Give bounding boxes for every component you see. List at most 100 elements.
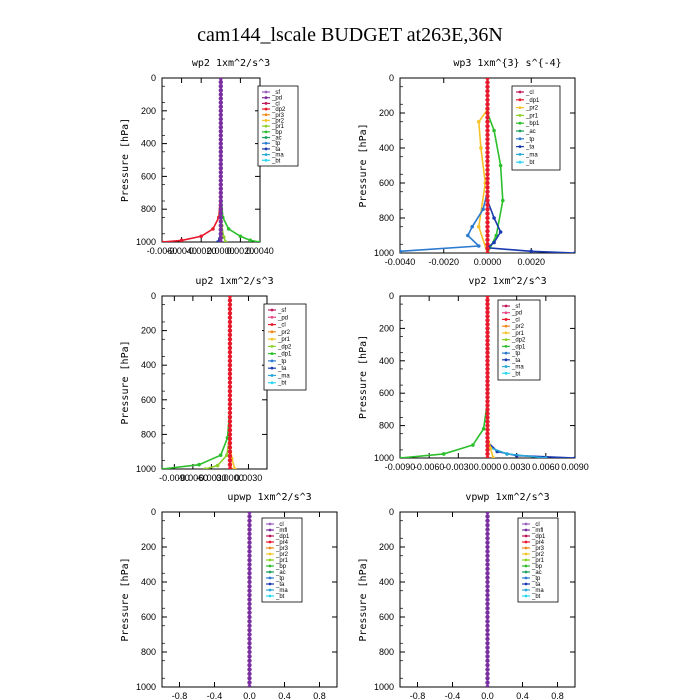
- y-tick-label: 400: [379, 356, 394, 366]
- legend-marker: [264, 96, 268, 100]
- legend-marker: [518, 137, 522, 141]
- legend-marker: [504, 344, 508, 348]
- zero-profile-point: [485, 671, 490, 677]
- zero-profile-point: [485, 512, 490, 515]
- y-tick-label: 400: [141, 360, 156, 370]
- legend-marker: [504, 365, 508, 368]
- legend-label: _pr4: [275, 540, 289, 546]
- zero-profile-point: [485, 167, 490, 173]
- zero-profile-point: [227, 302, 233, 307]
- zero-profile-point: [485, 185, 490, 190]
- zero-profile-point: [227, 298, 233, 303]
- series-point: [211, 227, 215, 231]
- zero-profile-point: [485, 176, 490, 181]
- zero-profile-point: [218, 170, 223, 175]
- x-tick-label: -0.0040: [166, 246, 197, 256]
- legend-label: _tp: [275, 576, 285, 582]
- legend-marker: [268, 576, 272, 580]
- zero-profile-point: [485, 346, 490, 351]
- zero-profile-point: [247, 531, 252, 537]
- series-line-dp2: [162, 78, 222, 242]
- zero-profile-point: [485, 110, 490, 116]
- legend-label: _ac: [525, 129, 536, 135]
- y-axis-label: Pressure [hPa]: [120, 557, 131, 641]
- legend-label: _mfl: [275, 528, 287, 534]
- zero-profile-point: [247, 518, 252, 523]
- legend-label: _ma: [511, 365, 524, 371]
- zero-profile-point: [485, 326, 490, 331]
- zero-profile-point: [218, 120, 223, 126]
- zero-profile-point: [227, 449, 233, 454]
- legend-marker: [264, 136, 268, 139]
- y-tick-label: 600: [379, 178, 394, 188]
- zero-profile-point: [485, 378, 490, 384]
- y-tick-label: 1000: [374, 453, 394, 463]
- legend-marker: [268, 528, 272, 532]
- zero-profile-point: [227, 328, 233, 333]
- zero-profile-point: [227, 393, 233, 398]
- legend-marker: [264, 130, 268, 134]
- legend-marker: [518, 114, 522, 117]
- zero-profile-point: [485, 584, 490, 589]
- zero-profile-point: [485, 370, 490, 376]
- zero-profile-point: [227, 401, 233, 407]
- zero-profile-point: [485, 106, 490, 111]
- x-tick-label: 0.8: [313, 691, 326, 700]
- legend-label: _dp2: [511, 338, 526, 344]
- zero-profile-point: [485, 649, 490, 655]
- zero-profile-point: [227, 406, 233, 411]
- zero-profile-point: [227, 324, 233, 329]
- x-tick-label: -0.0020: [428, 257, 459, 267]
- y-tick-label: 800: [379, 647, 394, 657]
- x-tick-label: -0.0020: [186, 246, 217, 256]
- zero-profile-point: [247, 592, 252, 598]
- legend-marker: [264, 101, 268, 105]
- zero-profile-point: [485, 395, 490, 400]
- zero-profile-point: [485, 338, 490, 343]
- legend-marker: [268, 558, 272, 562]
- legend-marker: [504, 324, 508, 328]
- series-point: [248, 238, 252, 242]
- zero-profile-point: [227, 380, 233, 385]
- x-tick-label: 0.0020: [227, 246, 255, 256]
- zero-profile-point: [218, 141, 223, 146]
- x-tick-label: 0.0: [243, 691, 256, 700]
- legend-marker: [268, 534, 272, 538]
- zero-profile-point: [485, 645, 490, 650]
- zero-profile-point: [218, 227, 223, 232]
- zero-profile-point: [485, 518, 490, 523]
- y-tick-label: 800: [379, 213, 394, 223]
- series-point: [233, 467, 237, 469]
- legend-box: [261, 517, 303, 603]
- zero-profile-point: [485, 354, 490, 359]
- zero-profile-point: [485, 411, 490, 416]
- zero-profile-point: [485, 614, 490, 620]
- legend-label: _dp2: [277, 344, 292, 350]
- zero-profile-point: [485, 342, 490, 347]
- legend-marker: [270, 308, 274, 312]
- zero-profile-point: [485, 636, 490, 642]
- x-tick-label: 0.0000: [216, 473, 244, 483]
- zero-profile-point: [485, 330, 490, 335]
- zero-profile-point: [247, 632, 252, 637]
- zero-profile-point: [227, 367, 233, 372]
- legend-label: _bt: [277, 381, 287, 387]
- zero-profile-point: [485, 301, 490, 307]
- zero-profile-point: [485, 297, 490, 303]
- series-point: [199, 234, 203, 239]
- zero-profile-point: [485, 172, 490, 177]
- zero-profile-point: [247, 575, 252, 580]
- legend-marker: [518, 90, 522, 94]
- legend-marker: [270, 381, 274, 385]
- y-tick-label: 0: [151, 291, 156, 301]
- legend-label: _pr1: [531, 558, 545, 564]
- zero-profile-point: [227, 423, 233, 428]
- legend-marker: [524, 540, 528, 544]
- zero-profile-point: [227, 466, 233, 469]
- legend-label: _cl: [531, 522, 540, 528]
- zero-profile-point: [218, 166, 223, 171]
- zero-profile-point: [247, 553, 252, 558]
- zero-profile-point: [485, 514, 490, 519]
- legend-marker: [518, 160, 522, 164]
- plot-frame: [161, 295, 268, 470]
